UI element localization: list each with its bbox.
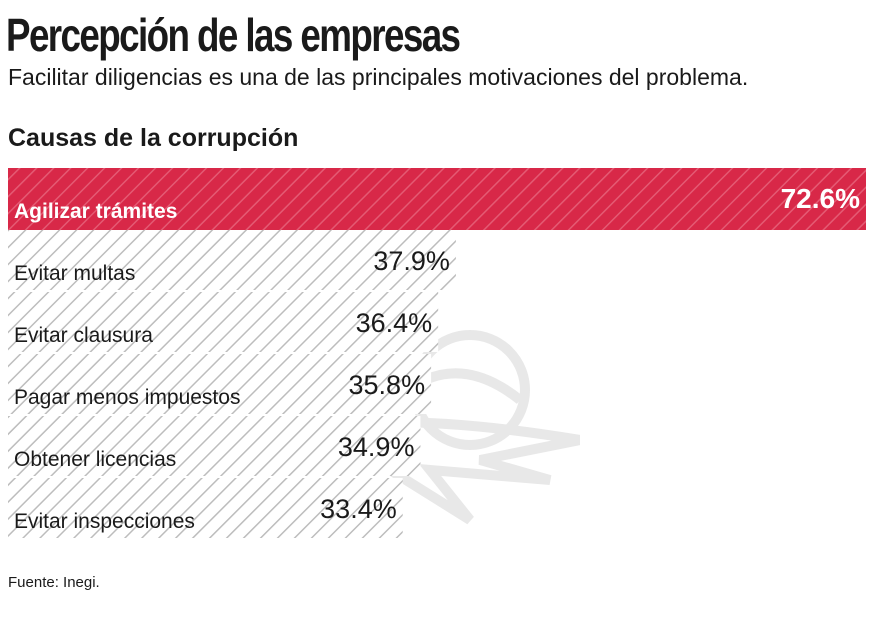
value-label-5: 33.4%: [320, 494, 397, 524]
source-note: Fuente: Inegi.: [8, 574, 100, 591]
category-label-2: Evitar clausura: [14, 324, 153, 347]
category-label-5: Evitar inspecciones: [14, 510, 195, 533]
bar-5: [8, 478, 403, 538]
bar-2: [8, 292, 439, 352]
category-label-4: Obtener licencias: [14, 448, 176, 471]
chart-title: Percepción de las empresas: [6, 9, 461, 61]
bar-chart: Agilizar trámites 72.6% Evitar multas 37.9%…: [8, 168, 866, 538]
category-label-0: Agilizar trámites: [14, 200, 177, 223]
value-label-4: 34.9%: [338, 432, 415, 462]
value-label-2: 36.4%: [356, 308, 433, 338]
value-label-3: 35.8%: [349, 370, 426, 400]
bar-0: [8, 168, 866, 230]
section-title: Causas de la corrupción: [8, 124, 299, 152]
category-label-1: Evitar multas: [14, 262, 135, 285]
bar-3: [8, 354, 432, 414]
bar-1: [8, 230, 456, 290]
chart-subtitle: Facilitar diligencias es una de las prin…: [8, 64, 749, 90]
value-label-0: 72.6%: [781, 183, 860, 214]
bar-4: [8, 416, 421, 476]
category-label-3: Pagar menos impuestos: [14, 386, 240, 409]
value-label-1: 37.9%: [373, 246, 450, 276]
